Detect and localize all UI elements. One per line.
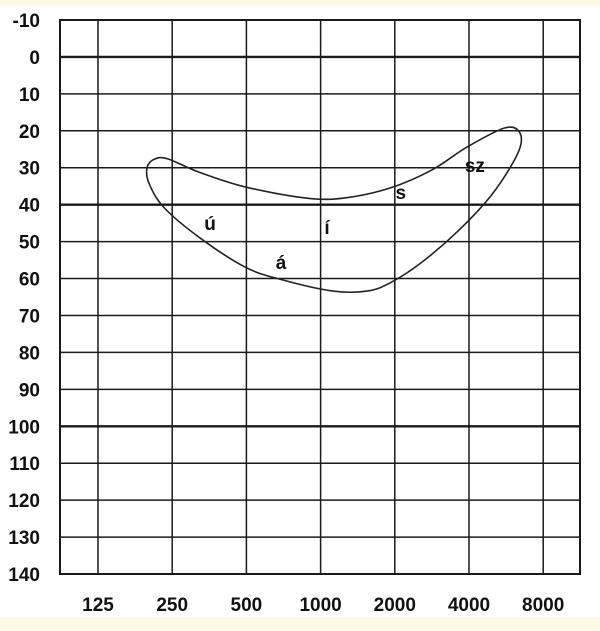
y-tick-label: 90	[19, 380, 40, 401]
x-tick-label: 500	[231, 595, 263, 616]
phoneme-label: s	[395, 183, 406, 204]
y-tick-label: 0	[29, 48, 40, 69]
y-tick-label: 60	[19, 270, 40, 291]
phoneme-label: sz	[465, 156, 485, 177]
y-tick-label: 50	[19, 233, 40, 254]
chart-panel	[0, 6, 600, 617]
phoneme-label: í	[324, 218, 330, 239]
x-tick-label: 4000	[448, 595, 490, 616]
x-tick-label: 250	[156, 595, 188, 616]
y-tick-label: 70	[19, 306, 40, 327]
x-tick-label: 1000	[299, 595, 341, 616]
y-tick-label: 130	[8, 528, 40, 549]
x-tick-label: 2000	[374, 595, 416, 616]
y-tick-label: -10	[13, 11, 40, 32]
phoneme-label: ú	[204, 214, 216, 235]
y-tick-label: 100	[8, 417, 40, 438]
y-tick-label: 120	[8, 491, 40, 512]
y-tick-label: 30	[19, 159, 40, 180]
x-tick-label: 125	[82, 595, 114, 616]
y-tick-label: 80	[19, 343, 40, 364]
plot-border	[59, 19, 581, 575]
speech-banana-outline	[145, 126, 523, 294]
y-tick-label: 20	[19, 122, 40, 143]
x-tick-label: 8000	[522, 595, 564, 616]
y-tick-label: 140	[8, 565, 40, 586]
y-tick-label: 40	[19, 196, 40, 217]
y-tick-label: 110	[9, 454, 40, 475]
phoneme-label: á	[276, 253, 287, 274]
y-tick-label: 10	[19, 85, 40, 106]
